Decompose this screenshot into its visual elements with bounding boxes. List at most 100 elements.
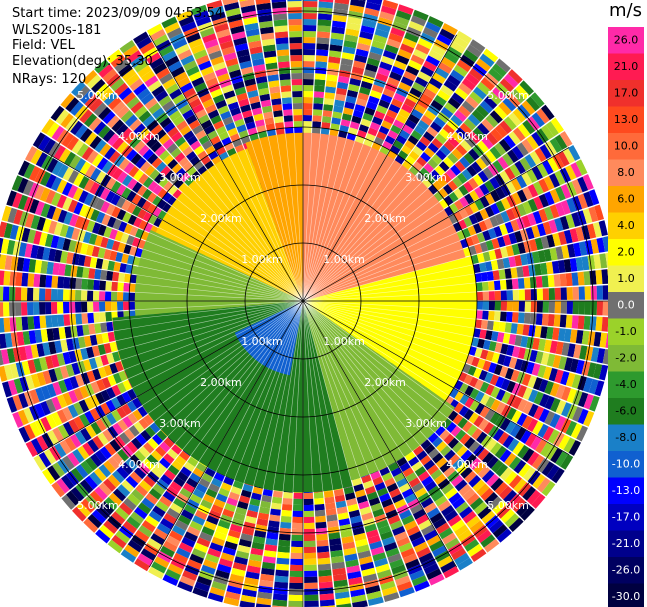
noise-gate (368, 51, 382, 61)
noise-gate (52, 462, 66, 478)
noise-gate (129, 301, 136, 311)
noise-gate (56, 236, 66, 250)
noise-gate (401, 37, 417, 49)
noise-gate (392, 119, 405, 130)
noise-gate (484, 193, 495, 205)
noise-gate (288, 588, 303, 596)
noise-gate (511, 410, 523, 424)
noise-gate (278, 539, 291, 547)
noise-gate (362, 573, 378, 583)
noise-gate (411, 461, 423, 472)
noise-gate (514, 230, 523, 243)
noise-gate (573, 242, 582, 257)
noise-gate (22, 331, 31, 346)
noise-gate (473, 524, 488, 539)
noise-gate (538, 408, 550, 423)
noise-gate (488, 496, 503, 510)
noise-gate (569, 228, 579, 243)
noise-gate (150, 533, 165, 546)
noise-gate (398, 108, 411, 119)
noise-gate (263, 550, 277, 558)
noise-gate (278, 533, 291, 541)
noise-gate (156, 478, 169, 491)
noise-gate (42, 342, 51, 356)
noise-gate (36, 435, 49, 451)
noise-gate (500, 508, 516, 524)
noise-gate (326, 514, 338, 522)
noise-gate (477, 170, 489, 183)
noise-gate (342, 541, 356, 550)
noise-gate (462, 420, 473, 433)
noise-gate (446, 119, 459, 131)
noise-gate (390, 124, 402, 135)
noise-gate (475, 157, 487, 170)
noise-gate (64, 437, 77, 452)
noise-gate (439, 527, 454, 540)
noise-gate (441, 23, 458, 36)
noise-gate (138, 462, 151, 475)
noise-gate (460, 449, 473, 462)
noise-gate (485, 350, 495, 362)
noise-gate (71, 227, 81, 241)
noise-gate (425, 21, 441, 34)
noise-gate (575, 359, 585, 375)
noise-gate (469, 400, 480, 412)
noise-gate (177, 514, 192, 526)
noise-gate (100, 389, 111, 402)
noise-gate (337, 130, 348, 139)
noise-gate (458, 371, 468, 382)
noise-gate (374, 557, 389, 568)
noise-gate (469, 39, 486, 53)
noise-gate (441, 418, 453, 429)
noise-gate (520, 430, 532, 444)
noise-gate (423, 563, 440, 575)
noise-gate (132, 409, 143, 421)
noise-gate (303, 6, 318, 14)
noise-gate (243, 583, 258, 592)
noise-gate (512, 441, 525, 456)
noise-gate (75, 374, 85, 387)
noise-gate (118, 272, 126, 283)
noise-gate (323, 104, 334, 112)
noise-gate (44, 233, 54, 248)
noise-gate (364, 107, 376, 116)
noise-gate (450, 41, 466, 54)
noise-gate (494, 481, 509, 496)
noise-gate (318, 569, 332, 577)
noise-gate (94, 450, 108, 464)
noise-gate (500, 311, 507, 322)
noise-gate (106, 321, 114, 332)
noise-gate (381, 498, 394, 508)
noise-gate (432, 517, 447, 530)
noise-gate (39, 357, 48, 371)
noise-gate (476, 122, 490, 136)
noise-gate (443, 206, 454, 217)
noise-gate (303, 67, 315, 74)
noise-gate (95, 418, 107, 432)
noise-gate (303, 49, 316, 56)
noise-gate (315, 521, 327, 529)
noise-gate (480, 393, 491, 406)
noise-gate (456, 172, 468, 184)
noise-gate (415, 171, 426, 182)
noise-gate (498, 269, 506, 280)
noise-gate (494, 342, 503, 353)
noise-gate (593, 254, 602, 269)
noise-gate (317, 19, 332, 27)
noise-gate (380, 580, 396, 591)
noise-gate (126, 255, 135, 265)
noise-gate (437, 500, 452, 512)
noise-gate (391, 493, 404, 504)
noise-gate (252, 536, 266, 544)
noise-gate (532, 210, 543, 224)
noise-gate (235, 506, 248, 516)
noise-gate (429, 512, 444, 524)
noise-gate (536, 288, 543, 300)
noise-gate (89, 490, 104, 505)
noise-gate (34, 403, 46, 419)
noise-gate (535, 439, 548, 454)
noise-gate (477, 448, 490, 461)
noise-gate (522, 119, 536, 135)
noise-gate (472, 144, 485, 157)
noise-gate (385, 547, 400, 558)
